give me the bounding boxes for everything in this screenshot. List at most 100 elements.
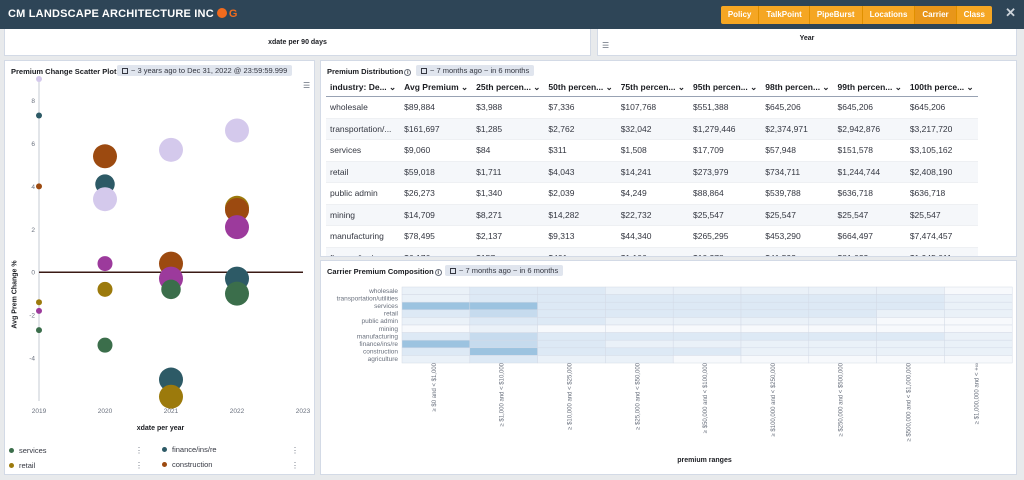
- table-cell: $401: [544, 247, 617, 256]
- data-point: [159, 137, 183, 162]
- legend-item-finance[interactable]: finance/ins/re: [162, 445, 217, 454]
- heatmap-cell: [740, 355, 810, 364]
- column-header[interactable]: 50th percen... ⌄: [544, 79, 617, 97]
- column-header[interactable]: 75th percen... ⌄: [616, 79, 689, 97]
- table-cell: $2,408,190: [905, 161, 978, 183]
- list-icon[interactable]: ☰: [303, 81, 311, 90]
- legend-label: retail: [19, 461, 36, 470]
- info-icon[interactable]: i: [404, 69, 412, 76]
- heatmap-cell: [876, 355, 945, 364]
- kebab-icon[interactable]: ⋮: [135, 461, 143, 470]
- nav-talkpoint[interactable]: TalkPoint: [759, 6, 810, 24]
- table-cell: $1,711: [472, 161, 545, 183]
- scatter-panel: Premium Change Scatter Plot ~ 3 years ag…: [4, 60, 315, 475]
- table-cell: $3,988: [472, 96, 545, 119]
- heatmap-cell: [469, 294, 538, 303]
- data-point: [93, 187, 117, 212]
- table-cell: $453,290: [761, 225, 834, 248]
- heatmap-cell: [944, 317, 1013, 326]
- table-cell: $25,547: [688, 204, 762, 226]
- nav-pipeburst[interactable]: PipeBurst: [810, 6, 863, 24]
- column-header[interactable]: Avg Premium ⌄: [400, 79, 473, 97]
- distribution-table: industry: De... ⌄ Avg Premium ⌄ 25th perce…: [326, 79, 978, 256]
- column-header[interactable]: 25th percen... ⌄: [472, 79, 545, 97]
- table-cell: $2,762: [544, 118, 617, 140]
- column-header[interactable]: 99th percen... ⌄: [833, 79, 906, 97]
- nav-locations[interactable]: Locations: [863, 6, 916, 24]
- calendar-icon: [122, 68, 128, 74]
- table-cell: $273,979: [688, 161, 762, 183]
- heatmap-cell: [605, 347, 674, 356]
- heatmap-cell: [469, 317, 538, 326]
- heatmap-cell: [876, 324, 945, 333]
- heatmap-cell: [537, 324, 606, 333]
- table-cell: $311: [544, 139, 617, 162]
- column-header[interactable]: 95th percen... ⌄: [688, 79, 762, 97]
- data-point: [225, 118, 249, 143]
- y-tick-label: 8: [31, 98, 35, 105]
- table-cell: $25,547: [905, 204, 978, 226]
- heatmap-cell: [944, 347, 1013, 356]
- table-cell: $26,273: [400, 182, 473, 205]
- table-cell: $265,295: [688, 225, 762, 248]
- heatmap-cell: [605, 332, 674, 341]
- composition-panel: Carrier Premium Composition i ~ 7 months …: [320, 260, 1017, 475]
- table-cell: $81,022: [833, 247, 906, 256]
- heatmap-cell: [672, 324, 742, 333]
- heatmap-cell: [537, 317, 606, 326]
- legend-item-retail[interactable]: retail: [9, 461, 35, 470]
- table-cell: $636,718: [905, 182, 978, 205]
- heatmap-cell: [944, 294, 1013, 303]
- distribution-time-range[interactable]: ~ 7 months ago ~ in 6 months: [416, 65, 535, 76]
- nav-carrier[interactable]: Carrier: [915, 6, 957, 24]
- table-cell: $2,374,971: [761, 118, 834, 140]
- nav-policy[interactable]: Policy: [721, 6, 760, 24]
- top-right-axis-label: Year: [799, 35, 815, 42]
- table-cell: $2,137: [472, 225, 545, 248]
- heatmap-cell: [944, 355, 1013, 364]
- table-row: mining $14,709 $8,271 $14,282 $22,732 $25,547…: [326, 204, 978, 226]
- heatmap-cell: [876, 309, 945, 318]
- column-label: ≥ $25,000 and < $50,000: [635, 362, 641, 430]
- table-cell: $57,948: [761, 139, 834, 162]
- heatmap-cell: [469, 309, 538, 318]
- heatmap-cell: [808, 286, 877, 295]
- info-icon[interactable]: i: [434, 269, 442, 276]
- table-cell: transportation/...: [326, 118, 401, 140]
- distribution-time-range-text: ~ 7 months ago ~ in 6 months: [430, 66, 530, 75]
- heatmap-cell: [808, 294, 877, 303]
- close-icon[interactable]: ✕: [1005, 5, 1016, 20]
- y-tick-label: -2: [29, 313, 35, 320]
- row-label: services: [374, 303, 399, 310]
- table-cell: $645,206: [833, 96, 906, 119]
- heatmap-cell: [876, 301, 945, 311]
- calendar-icon: [421, 68, 427, 74]
- legend-item-services[interactable]: services: [9, 446, 47, 455]
- distribution-panel: Premium Distribution i ~ 7 months ago ~ i…: [320, 60, 1017, 257]
- list-icon[interactable]: ☰: [602, 41, 610, 50]
- column-header[interactable]: industry: De... ⌄: [326, 79, 401, 97]
- kebab-icon[interactable]: ⋮: [135, 446, 143, 455]
- heatmap-cell: [672, 317, 742, 326]
- legend-item-construction[interactable]: construction: [162, 460, 212, 469]
- legend-label: construction: [172, 460, 213, 469]
- heatmap-cell: [401, 294, 471, 303]
- heatmap-cell: [876, 317, 945, 326]
- distribution-title: Premium Distribution i: [327, 67, 412, 76]
- nav-class[interactable]: Class: [963, 10, 985, 19]
- heatmap-cell: [605, 294, 674, 303]
- heatmap-cell: [537, 355, 606, 364]
- scatter-time-range[interactable]: ~ 3 years ago to Dec 31, 2022 @ 23:59:59…: [117, 65, 293, 76]
- heatmap-cell: [605, 317, 674, 326]
- table-cell: manufacturing: [326, 225, 401, 248]
- x-tick-label: 2023: [296, 408, 311, 415]
- heatmap-cell: [469, 339, 538, 349]
- table-cell: services: [326, 139, 401, 162]
- kebab-icon[interactable]: ⋮: [291, 446, 299, 455]
- row-label: construction: [363, 349, 398, 356]
- composition-time-range[interactable]: ~ 7 months ago ~ in 6 months: [445, 265, 564, 276]
- kebab-icon[interactable]: ⋮: [291, 461, 299, 470]
- table-cell: $9,060: [400, 139, 473, 162]
- column-header[interactable]: 100th perce... ⌄: [905, 79, 978, 97]
- column-header[interactable]: 98th percen... ⌄: [761, 79, 834, 97]
